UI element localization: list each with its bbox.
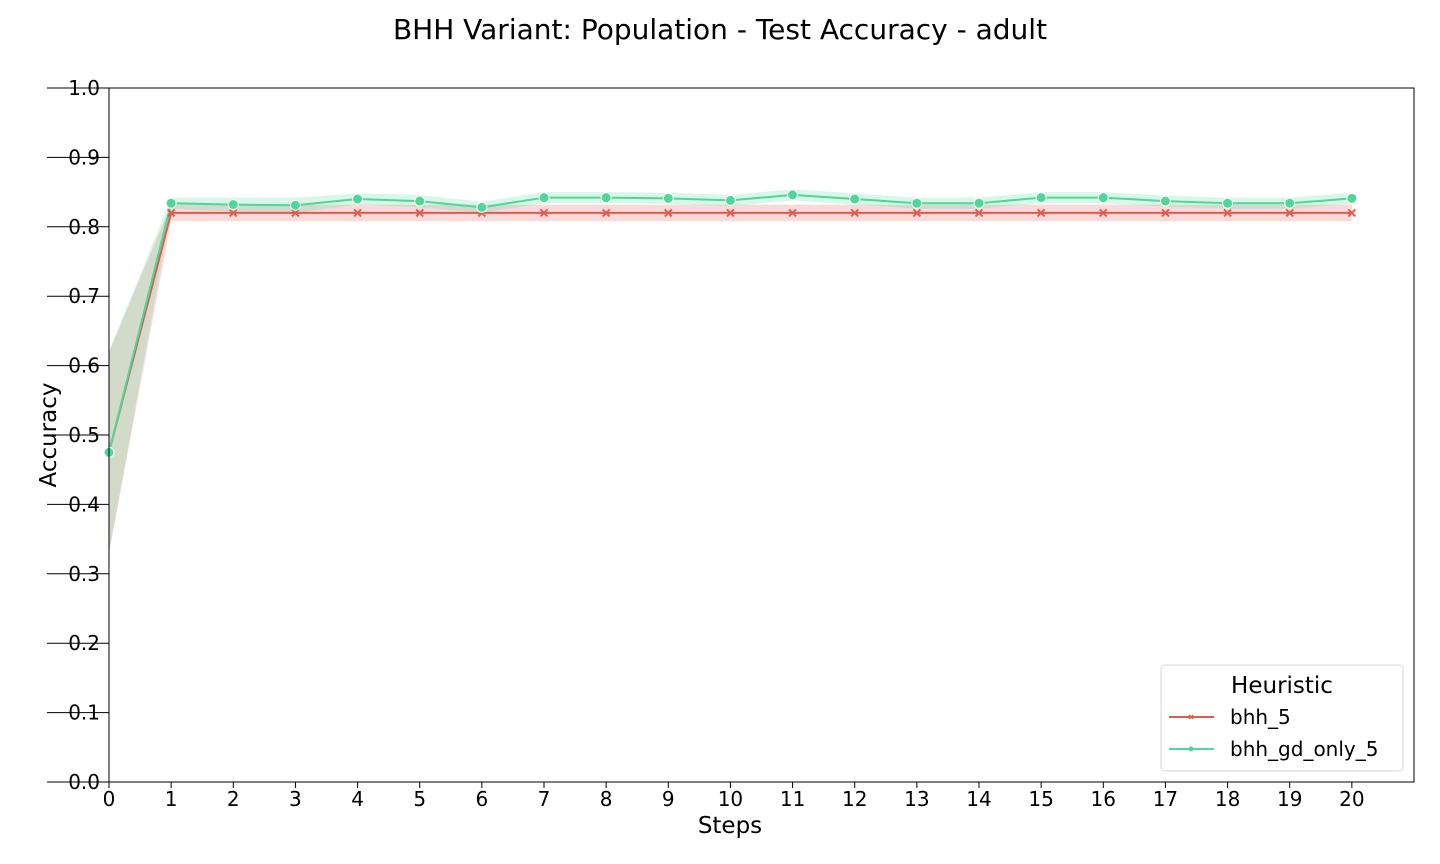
data-point-bhh-gd-only-5 — [849, 193, 861, 205]
x-tick-label: 0 — [103, 787, 116, 811]
y-axis-ticks: 0.0 0.1 0.2 0.3 0.4 0.5 0.6 0.7 0.8 0.9 1.0 — [47, 76, 109, 794]
data-point-bhh-gd-only-5 — [227, 199, 239, 211]
x-tick-label: 7 — [538, 787, 551, 811]
series-line-bhh-gd-only-5 — [108, 193, 1352, 453]
data-point-bhh-gd-only-5 — [600, 192, 612, 204]
data-point-bhh-5 — [788, 208, 797, 218]
legend-marker-bhh-5 — [1188, 714, 1194, 720]
data-point-bhh-gd-only-5 — [1222, 197, 1234, 209]
data-point-bhh-gd-only-5 — [289, 199, 301, 211]
data-point-bhh-gd-only-5 — [1035, 192, 1047, 204]
y-tick-label: 0.8 — [68, 215, 100, 239]
data-point-bhh-gd-only-5 — [911, 197, 923, 209]
x-tick-label: 17 — [1153, 787, 1178, 811]
y-tick-label: 0.2 — [68, 631, 100, 655]
data-point-bhh-5 — [664, 208, 673, 218]
data-point-bhh-gd-only-5 — [352, 193, 364, 205]
data-point-bhh-gd-only-5 — [476, 201, 488, 213]
x-tick-label: 16 — [1091, 787, 1116, 811]
y-tick-label: 0.3 — [68, 562, 100, 586]
y-tick-label: 0.5 — [68, 423, 100, 447]
data-point-bhh-gd-only-5 — [165, 197, 177, 209]
x-tick-label: 14 — [966, 787, 991, 811]
x-tick-label: 12 — [842, 787, 867, 811]
data-point-bhh-gd-only-5 — [538, 192, 550, 204]
data-point-bhh-5 — [1036, 208, 1046, 218]
data-point-bhh-5 — [974, 208, 984, 218]
legend: Heuristic bhh_5 bhh_gd_only_5 — [1160, 664, 1404, 772]
data-point-bhh-5 — [166, 208, 176, 218]
data-point-bhh-5 — [353, 208, 362, 218]
x-tick-label: 3 — [289, 787, 302, 811]
x-tick-label: 4 — [351, 787, 364, 811]
y-tick-label: 0.1 — [68, 701, 100, 725]
x-tick-label: 1 — [165, 787, 178, 811]
y-tick-label: 0.7 — [68, 284, 100, 308]
y-axis-label: Accuracy — [36, 382, 62, 487]
legend-label-bhh-gd-only-5: bhh_gd_only_5 — [1230, 737, 1378, 761]
chart-title: BHH Variant: Population - Test Accuracy … — [393, 13, 1047, 46]
data-point-bhh-gd-only-5 — [1097, 192, 1109, 204]
x-axis-ticks: 0 1 2 3 4 5 6 7 8 9 10 11 12 13 14 15 16 17 18 19 20 — [103, 782, 1365, 811]
data-point-bhh-gd-only-5 — [973, 197, 985, 209]
x-tick-label: 2 — [227, 787, 240, 811]
x-tick-label: 20 — [1339, 787, 1364, 811]
x-tick-label: 18 — [1215, 787, 1240, 811]
x-tick-label: 9 — [662, 787, 675, 811]
data-point-bhh-5 — [229, 208, 238, 218]
series-line-bhh-5 — [108, 211, 1352, 453]
x-tick-label: 6 — [475, 787, 488, 811]
data-point-bhh-5 — [726, 208, 735, 218]
x-tick-label: 19 — [1277, 787, 1302, 811]
data-point-bhh-5 — [850, 208, 859, 218]
series-lines — [108, 193, 1352, 453]
data-point-bhh-5 — [1161, 208, 1170, 218]
data-point-bhh-5 — [1285, 208, 1294, 218]
y-tick-label: 0.4 — [68, 492, 100, 516]
x-tick-label: 8 — [600, 787, 613, 811]
series-markers — [103, 189, 1358, 458]
ci-band-bhh-gd-only-5 — [109, 189, 1352, 553]
data-point-bhh-5 — [1347, 208, 1357, 218]
data-point-bhh-5 — [291, 208, 300, 218]
legend-marker-bhh-gd-only-5 — [1188, 746, 1194, 752]
x-tick-label: 5 — [413, 787, 426, 811]
y-tick-label: 0.6 — [68, 354, 100, 378]
ci-band-bhh-5 — [109, 204, 1352, 553]
y-tick-label: 0.9 — [68, 145, 100, 169]
data-point-bhh-gd-only-5 — [724, 194, 736, 206]
confidence-bands — [109, 189, 1352, 553]
legend-box — [1160, 664, 1404, 772]
legend-title: Heuristic — [1231, 673, 1333, 699]
x-tick-label: 13 — [904, 787, 929, 811]
x-tick-label: 15 — [1028, 787, 1053, 811]
data-point-bhh-5 — [601, 208, 611, 218]
data-point-bhh-5 — [1223, 208, 1232, 218]
x-tick-label: 11 — [780, 787, 805, 811]
data-point-bhh-gd-only-5 — [1284, 197, 1296, 209]
data-point-bhh-gd-only-5 — [662, 192, 674, 204]
data-point-bhh-5 — [1099, 208, 1108, 218]
data-point-bhh-5 — [415, 208, 424, 218]
x-axis-label: Steps — [698, 813, 762, 839]
x-tick-label: 10 — [718, 787, 743, 811]
data-point-bhh-gd-only-5 — [1346, 192, 1358, 204]
data-point-bhh-gd-only-5 — [787, 189, 799, 201]
legend-label-bhh-5: bhh_5 — [1230, 705, 1291, 729]
data-point-bhh-5 — [539, 208, 549, 218]
data-point-bhh-gd-only-5 — [1159, 195, 1171, 207]
y-tick-label: 0.0 — [68, 770, 100, 794]
data-point-bhh-gd-only-5 — [414, 195, 426, 207]
data-point-bhh-5 — [912, 208, 922, 218]
y-tick-label: 1.0 — [68, 76, 100, 100]
